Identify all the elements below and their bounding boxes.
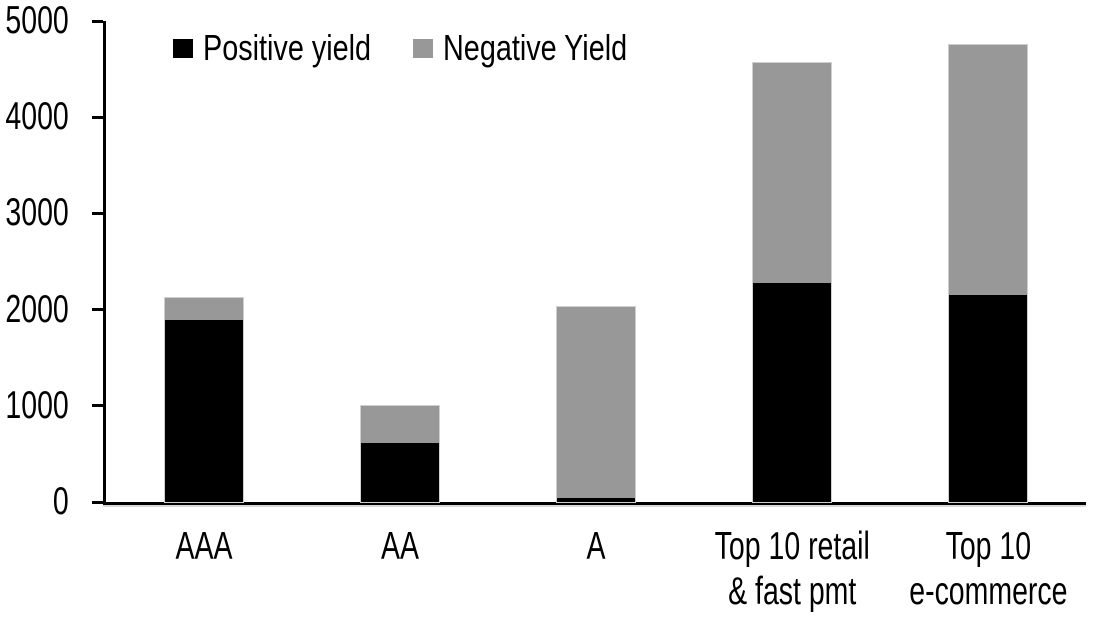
bar-stack <box>949 45 1027 502</box>
y-axis-tick <box>92 308 103 312</box>
y-axis-tick-label: 4000 <box>0 95 69 139</box>
y-axis-tick <box>92 211 103 215</box>
y-axis-tick-label-text: 1000 <box>5 383 69 427</box>
y-axis-tick-label: 5000 <box>0 0 69 43</box>
y-axis-tick-label: 0 <box>0 480 69 524</box>
legend-label-negative-yield: Negative Yield <box>443 27 628 68</box>
y-axis-tick-label: 1000 <box>0 384 69 428</box>
bar-stack <box>361 405 439 502</box>
x-axis-label-text: Top 10 e-commerce <box>908 525 1068 613</box>
x-axis-label: A <box>446 524 746 569</box>
y-axis-tick-label-text: 3000 <box>5 191 69 235</box>
y-axis-tick <box>92 500 103 504</box>
y-axis-tick-label-text: 2000 <box>5 287 69 331</box>
x-axis-label: Top 10 retail & fast pmt <box>642 524 942 614</box>
y-axis-tick <box>92 115 103 119</box>
bar-segment-negative <box>165 298 243 321</box>
bar-segment-negative <box>361 405 439 443</box>
legend-item-negative-yield: Negative Yield <box>413 26 673 70</box>
y-axis-tick <box>92 19 103 23</box>
x-axis-label-text: AA <box>381 525 419 568</box>
legend-swatch-negative-yield <box>413 38 433 58</box>
x-axis-label: AA <box>250 524 550 569</box>
bar-segment-positive <box>753 282 831 502</box>
y-axis-tick-label-text: 5000 <box>5 0 69 42</box>
y-axis-tick-label-text: 0 <box>53 480 69 523</box>
x-axis-label-text: AAA <box>175 525 233 568</box>
x-axis-label-text: Top 10 retail & fast pmt <box>714 525 870 613</box>
bar-stack <box>557 306 635 502</box>
y-axis-tick-label: 3000 <box>0 191 69 235</box>
bar-stack <box>165 298 243 502</box>
bar-segment-positive <box>557 497 635 502</box>
legend-swatch-positive-yield <box>173 38 193 58</box>
bar-segment-positive <box>361 442 439 502</box>
bar-segment-negative <box>557 306 635 498</box>
x-axis-label: Top 10 e-commerce <box>838 524 1102 614</box>
bar-segment-positive <box>949 295 1027 502</box>
x-axis-label: AAA <box>54 524 354 569</box>
y-axis-tick-label: 2000 <box>0 288 69 332</box>
x-axis-label-text: A <box>586 525 606 568</box>
bar-segment-negative <box>949 45 1027 296</box>
bar-segment-negative <box>753 63 831 283</box>
x-axis-labels: AAA AA A Top 10 retail & fast pmt Top 10 e-c… <box>106 524 1086 618</box>
y-axis-tick-label-text: 4000 <box>5 95 69 139</box>
bar-segment-positive <box>165 320 243 502</box>
y-axis-tick <box>92 404 103 408</box>
plot-area: 0 1000 2000 3000 4000 5000 <box>6 0 1086 523</box>
bar-stack <box>753 63 831 502</box>
legend-item-positive-yield: Positive yield <box>173 26 413 70</box>
legend-label-positive-yield: Positive yield <box>203 27 372 68</box>
